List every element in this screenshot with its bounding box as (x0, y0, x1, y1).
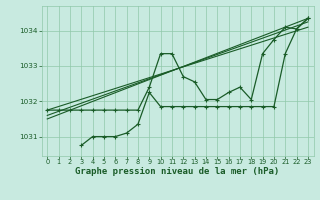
X-axis label: Graphe pression niveau de la mer (hPa): Graphe pression niveau de la mer (hPa) (76, 167, 280, 176)
